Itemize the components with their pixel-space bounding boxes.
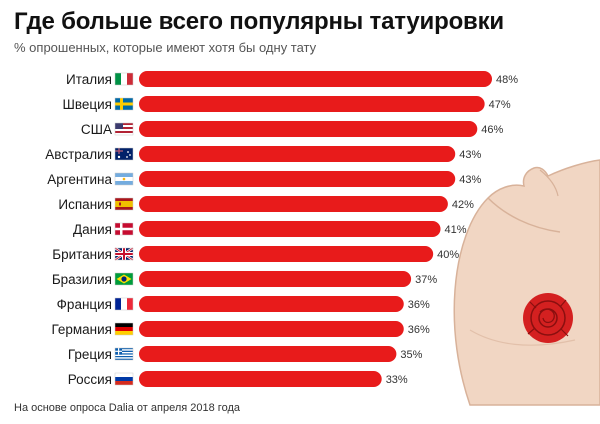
bar (139, 196, 448, 212)
argentina-flag-icon (114, 172, 134, 186)
category-label: Австралия (45, 147, 112, 162)
value-label: 48% (496, 74, 518, 86)
category-label: Франция (57, 297, 112, 312)
category-label: Испания (58, 197, 112, 212)
category-label: Аргентина (47, 172, 112, 187)
france-flag-icon (114, 297, 134, 311)
bar (139, 321, 404, 337)
uk-flag-icon (114, 247, 134, 261)
category-label: Италия (66, 72, 112, 87)
category-label: Германия (51, 322, 112, 337)
category-label: Бразилия (52, 272, 112, 287)
category-label: Швеция (63, 97, 113, 112)
brazil-flag-icon (114, 272, 134, 286)
category-label: Россия (68, 372, 112, 387)
bar (139, 296, 404, 312)
usa-flag-icon (114, 122, 134, 136)
value-label: 46% (481, 124, 503, 136)
value-label: 40% (437, 249, 459, 261)
greece-flag-icon (114, 347, 134, 361)
value-label: 42% (452, 199, 474, 211)
value-label: 36% (408, 299, 430, 311)
italy-flag-icon (114, 72, 134, 86)
value-label: 37% (415, 274, 437, 286)
category-label: США (81, 122, 112, 137)
bar (139, 246, 434, 262)
chart-title: Где больше всего популярны татуировки (14, 8, 504, 35)
category-label: Британия (52, 247, 112, 262)
bar (139, 346, 397, 362)
bar (139, 121, 478, 137)
germany-flag-icon (114, 322, 134, 336)
sweden-flag-icon (114, 97, 134, 111)
bar (139, 171, 456, 187)
bar (139, 271, 412, 287)
rose-tattoo-icon (523, 293, 573, 343)
bar (139, 96, 485, 112)
value-label: 47% (489, 99, 511, 111)
bar (139, 146, 456, 162)
bar (139, 71, 492, 87)
russia-flag-icon (114, 372, 134, 386)
bar (139, 221, 441, 237)
category-label: Греция (68, 347, 112, 362)
value-label: 33% (386, 374, 408, 386)
flexed-arm-icon (453, 159, 600, 406)
denmark-flag-icon (114, 222, 134, 236)
value-label: 35% (400, 349, 422, 361)
australia-flag-icon (114, 147, 134, 161)
value-label: 43% (459, 149, 481, 161)
chart-subtitle: % опрошенных, которые имеют хотя бы одну… (14, 40, 317, 55)
value-label: 41% (445, 224, 467, 236)
value-label: 43% (459, 174, 481, 186)
footnote: На основе опроса Dalia от апреля 2018 го… (14, 402, 240, 414)
value-label: 36% (408, 324, 430, 336)
bar (139, 371, 382, 387)
spain-flag-icon (114, 197, 134, 211)
category-label: Дания (73, 222, 112, 237)
